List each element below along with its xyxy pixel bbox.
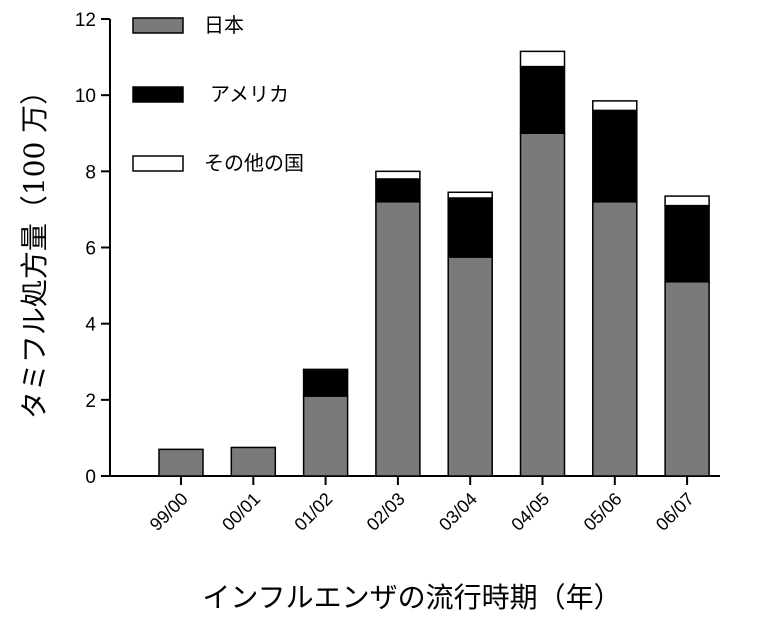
y-tick-label: 2 <box>85 391 96 412</box>
bar-segment-japan <box>519 132 566 477</box>
bar-segment-usa <box>664 204 710 283</box>
bar-segment-usa <box>375 178 421 203</box>
y-tick-label: 4 <box>85 315 96 336</box>
x-tick-label: 02/03 <box>363 489 409 535</box>
bar-segment-japan <box>375 201 421 477</box>
y-tick-label: 6 <box>85 239 96 260</box>
legend-swatch <box>132 17 184 34</box>
bar-segment-usa <box>302 368 349 397</box>
bar-segment-other <box>375 170 421 180</box>
bar-segment-usa <box>592 109 638 203</box>
bar-segment-usa <box>447 197 493 258</box>
x-ticks: 99/00 00/01 01/02 02/03 03/04 04/05 05/06 06/07 <box>146 476 698 535</box>
bar-segment-other <box>519 50 566 68</box>
y-tick-label: 8 <box>85 162 96 183</box>
x-tick-label: 05/06 <box>580 489 626 535</box>
bar-segment-japan <box>664 281 710 477</box>
x-tick-label: 04/05 <box>507 489 553 535</box>
bar-segment-usa <box>519 65 566 134</box>
x-tick-label: 01/02 <box>290 489 336 535</box>
bar-segment-japan <box>447 256 493 477</box>
bar-segment-other <box>447 191 493 199</box>
y-tick-label: 12 <box>75 10 96 31</box>
bars <box>158 50 710 477</box>
legend-label: その他の国 <box>204 151 304 175</box>
legend-label: アメリカ <box>210 82 289 106</box>
y-tick-label: 0 <box>85 467 96 488</box>
y-axis-title: タミフル処方量（100 万） <box>18 77 51 419</box>
bar-segment-japan <box>592 201 638 477</box>
x-tick-label: 99/00 <box>146 489 192 535</box>
bar-segment-other <box>592 100 638 112</box>
x-tick-label: 00/01 <box>218 489 264 535</box>
bar-segment-other <box>664 195 710 207</box>
x-axis-title: インフルエンザの流行時期（年） <box>202 581 621 614</box>
legend-swatch <box>132 155 184 172</box>
legend-swatch <box>132 86 184 103</box>
y-tick-label: 10 <box>75 86 96 107</box>
x-tick-label: 06/07 <box>652 489 698 535</box>
bar-segment-japan <box>158 448 204 477</box>
legend-label: 日本 <box>204 13 244 37</box>
y-ticks: 0 2 4 6 8 10 12 <box>75 10 110 488</box>
bar-segment-japan <box>230 446 277 477</box>
x-tick-label: 03/04 <box>435 489 481 535</box>
bar-segment-japan <box>302 395 349 477</box>
